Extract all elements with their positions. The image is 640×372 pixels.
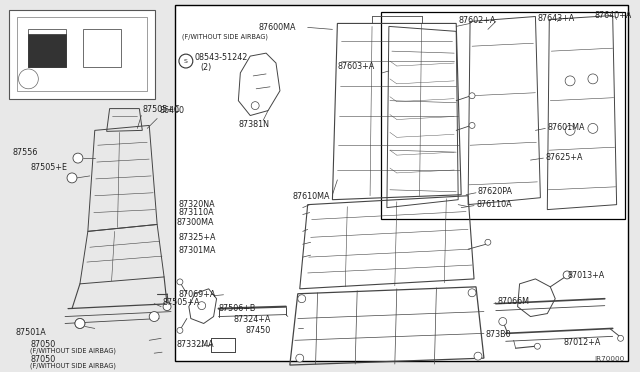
Text: 87012+A: 87012+A bbox=[563, 338, 600, 347]
Text: 87501A: 87501A bbox=[15, 328, 46, 337]
Circle shape bbox=[588, 124, 598, 133]
Text: 87640+A: 87640+A bbox=[595, 10, 632, 20]
Text: 87600MA: 87600MA bbox=[258, 23, 296, 32]
Text: 86400: 86400 bbox=[159, 106, 184, 115]
Text: 87301MA: 87301MA bbox=[179, 246, 216, 255]
Text: 87381N: 87381N bbox=[238, 121, 269, 129]
Text: 87050: 87050 bbox=[31, 340, 56, 349]
Circle shape bbox=[565, 125, 575, 135]
Text: 873110A: 873110A bbox=[179, 208, 214, 217]
Text: 87320NA: 87320NA bbox=[179, 200, 216, 209]
Circle shape bbox=[485, 239, 491, 245]
Bar bbox=[381, 12, 625, 219]
Text: 87450: 87450 bbox=[245, 327, 271, 336]
Text: 87625+A: 87625+A bbox=[545, 153, 583, 161]
Bar bbox=[211, 338, 236, 352]
Circle shape bbox=[177, 327, 183, 333]
Circle shape bbox=[67, 173, 77, 183]
Text: 87506+B: 87506+B bbox=[218, 304, 256, 313]
Circle shape bbox=[469, 93, 475, 99]
Text: (F/WITHOUT SIDE AIRBAG): (F/WITHOUT SIDE AIRBAG) bbox=[31, 347, 116, 354]
Text: 87300MA: 87300MA bbox=[177, 218, 214, 227]
Circle shape bbox=[75, 318, 85, 328]
Circle shape bbox=[149, 312, 159, 321]
Circle shape bbox=[73, 153, 83, 163]
Circle shape bbox=[469, 122, 475, 128]
Circle shape bbox=[198, 302, 205, 310]
Circle shape bbox=[177, 279, 183, 285]
Circle shape bbox=[499, 318, 507, 326]
Text: 87505+C: 87505+C bbox=[142, 105, 180, 113]
Bar bbox=[83, 29, 120, 67]
Circle shape bbox=[163, 303, 171, 311]
Text: 87050: 87050 bbox=[31, 355, 56, 364]
Bar bbox=[175, 4, 628, 361]
Text: 87505+E: 87505+E bbox=[31, 163, 67, 172]
Bar bbox=[8, 10, 155, 99]
Text: 873B0: 873B0 bbox=[486, 330, 511, 339]
Text: 87066M: 87066M bbox=[498, 297, 530, 306]
Text: 876110A: 876110A bbox=[476, 200, 511, 209]
Text: 87610MA: 87610MA bbox=[293, 192, 330, 201]
Text: 87643+A: 87643+A bbox=[538, 13, 575, 23]
Text: 87620PA: 87620PA bbox=[478, 187, 513, 196]
Text: S: S bbox=[184, 58, 188, 64]
Circle shape bbox=[252, 102, 259, 110]
Text: 87556: 87556 bbox=[13, 148, 38, 157]
Circle shape bbox=[75, 318, 85, 328]
Bar bbox=[28, 29, 66, 67]
Text: 08543-51242: 08543-51242 bbox=[195, 53, 248, 62]
Text: 87325+A: 87325+A bbox=[179, 233, 216, 242]
Bar bbox=[211, 338, 236, 352]
Bar bbox=[17, 17, 147, 91]
Circle shape bbox=[618, 336, 623, 341]
Text: (F/WITHOUT SIDE AIRBAG): (F/WITHOUT SIDE AIRBAG) bbox=[31, 362, 116, 369]
Text: 87505+A: 87505+A bbox=[162, 298, 200, 307]
Circle shape bbox=[588, 74, 598, 84]
Circle shape bbox=[474, 352, 482, 360]
Circle shape bbox=[534, 343, 540, 349]
Text: 87601MA: 87601MA bbox=[547, 123, 585, 132]
Text: 87324+A: 87324+A bbox=[234, 315, 271, 324]
Circle shape bbox=[296, 354, 304, 362]
Bar bbox=[28, 34, 66, 67]
Text: (F/WITHOUT SIDE AIRBAG): (F/WITHOUT SIDE AIRBAG) bbox=[182, 33, 268, 40]
Text: 87602+A: 87602+A bbox=[458, 16, 495, 25]
Text: 87603+A: 87603+A bbox=[337, 61, 374, 71]
Text: IR70000: IR70000 bbox=[595, 356, 625, 362]
Text: (2): (2) bbox=[201, 63, 212, 72]
Circle shape bbox=[468, 289, 476, 297]
Circle shape bbox=[179, 54, 193, 68]
Text: 87332MA: 87332MA bbox=[177, 340, 214, 349]
Text: 87069+A: 87069+A bbox=[179, 290, 216, 299]
Circle shape bbox=[563, 271, 571, 279]
Circle shape bbox=[298, 295, 306, 303]
Text: 87013+A: 87013+A bbox=[567, 272, 604, 280]
Circle shape bbox=[565, 76, 575, 86]
